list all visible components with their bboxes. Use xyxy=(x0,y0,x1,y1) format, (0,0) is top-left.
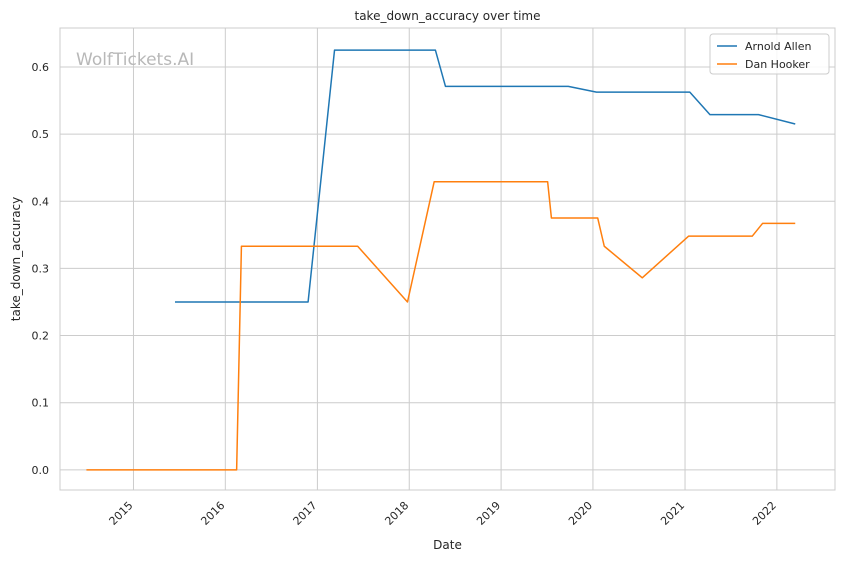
y-tick-label: 0.3 xyxy=(32,262,50,275)
series-line-dan-hooker xyxy=(86,181,796,471)
series-layer xyxy=(86,49,796,471)
y-tick-label: 0.2 xyxy=(32,330,50,343)
legend-entry-label: Arnold Allen xyxy=(745,40,811,53)
legend-entry-label: Dan Hooker xyxy=(745,58,810,71)
legend: Arnold Allen Dan Hooker xyxy=(709,33,830,75)
plot-area xyxy=(59,27,836,491)
legend-frame xyxy=(709,33,830,75)
y-tick-label: 0.6 xyxy=(32,61,50,74)
y-tick-label: 0.5 xyxy=(32,128,50,141)
series-line-arnold-allen xyxy=(174,49,796,303)
plot-background xyxy=(60,28,835,490)
y-tick-label: 0.0 xyxy=(32,464,50,477)
plot-frame xyxy=(59,27,836,491)
y-tick-label: 0.4 xyxy=(32,195,50,208)
y-axis-ticks: 0.0 0.1 0.2 0.3 0.4 0.5 0.6 xyxy=(32,61,50,477)
watermark: WolfTickets.AI xyxy=(76,50,194,70)
y-tick-label: 0.1 xyxy=(32,397,50,410)
y-axis-label: take_down_accuracy xyxy=(9,197,23,321)
chart-title: take_down_accuracy over time xyxy=(355,9,541,23)
x-axis-label: Date xyxy=(433,538,462,552)
